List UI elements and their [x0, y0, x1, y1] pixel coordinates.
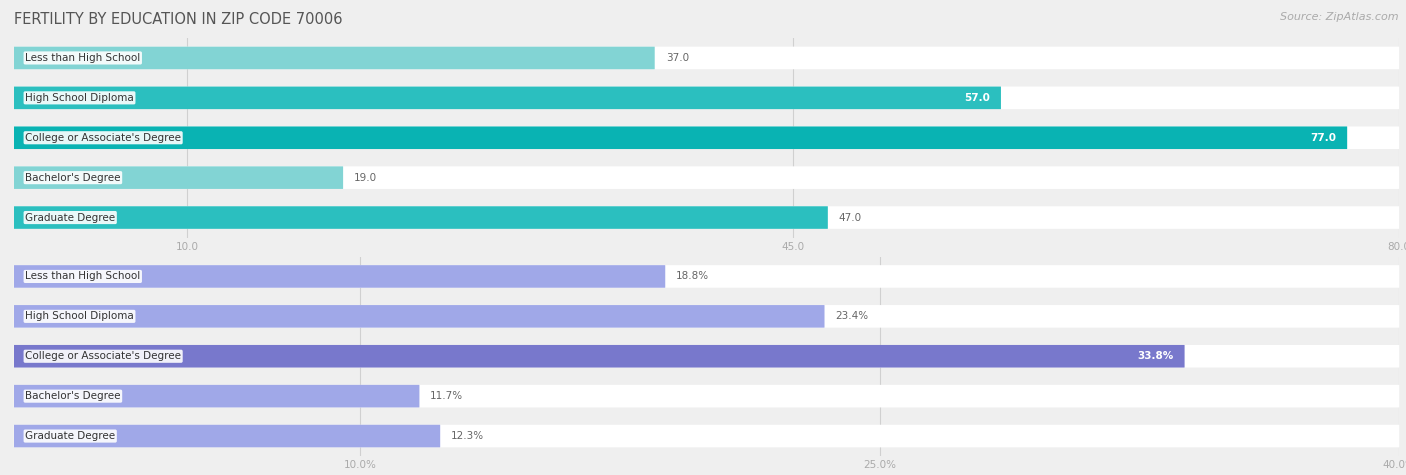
FancyBboxPatch shape [14, 425, 440, 447]
Text: Less than High School: Less than High School [25, 271, 141, 282]
FancyBboxPatch shape [14, 126, 1399, 149]
FancyBboxPatch shape [14, 305, 824, 328]
FancyBboxPatch shape [14, 47, 1399, 69]
Text: Graduate Degree: Graduate Degree [25, 212, 115, 223]
FancyBboxPatch shape [14, 385, 419, 408]
Text: 47.0: 47.0 [839, 212, 862, 223]
FancyBboxPatch shape [14, 305, 1399, 328]
Text: Bachelor's Degree: Bachelor's Degree [25, 172, 121, 183]
FancyBboxPatch shape [14, 47, 655, 69]
Text: Less than High School: Less than High School [25, 53, 141, 63]
FancyBboxPatch shape [14, 265, 665, 288]
Text: Graduate Degree: Graduate Degree [25, 431, 115, 441]
FancyBboxPatch shape [14, 206, 1399, 229]
Text: 77.0: 77.0 [1310, 133, 1336, 143]
Text: 19.0: 19.0 [354, 172, 377, 183]
FancyBboxPatch shape [14, 385, 1399, 408]
FancyBboxPatch shape [14, 86, 1001, 109]
Text: High School Diploma: High School Diploma [25, 93, 134, 103]
Text: FERTILITY BY EDUCATION IN ZIP CODE 70006: FERTILITY BY EDUCATION IN ZIP CODE 70006 [14, 12, 343, 27]
FancyBboxPatch shape [14, 345, 1185, 368]
Text: 37.0: 37.0 [665, 53, 689, 63]
Text: 33.8%: 33.8% [1137, 351, 1173, 361]
FancyBboxPatch shape [14, 166, 1399, 189]
FancyBboxPatch shape [14, 345, 1399, 368]
Text: College or Associate's Degree: College or Associate's Degree [25, 351, 181, 361]
FancyBboxPatch shape [14, 425, 1399, 447]
FancyBboxPatch shape [14, 126, 1347, 149]
Text: High School Diploma: High School Diploma [25, 311, 134, 322]
Text: 18.8%: 18.8% [676, 271, 709, 282]
Text: 23.4%: 23.4% [835, 311, 869, 322]
Text: 12.3%: 12.3% [451, 431, 484, 441]
FancyBboxPatch shape [14, 86, 1399, 109]
Text: 11.7%: 11.7% [430, 391, 464, 401]
FancyBboxPatch shape [14, 206, 828, 229]
Text: College or Associate's Degree: College or Associate's Degree [25, 133, 181, 143]
Text: Bachelor's Degree: Bachelor's Degree [25, 391, 121, 401]
FancyBboxPatch shape [14, 166, 343, 189]
Text: Source: ZipAtlas.com: Source: ZipAtlas.com [1281, 12, 1399, 22]
FancyBboxPatch shape [14, 265, 1399, 288]
Text: 57.0: 57.0 [965, 93, 990, 103]
